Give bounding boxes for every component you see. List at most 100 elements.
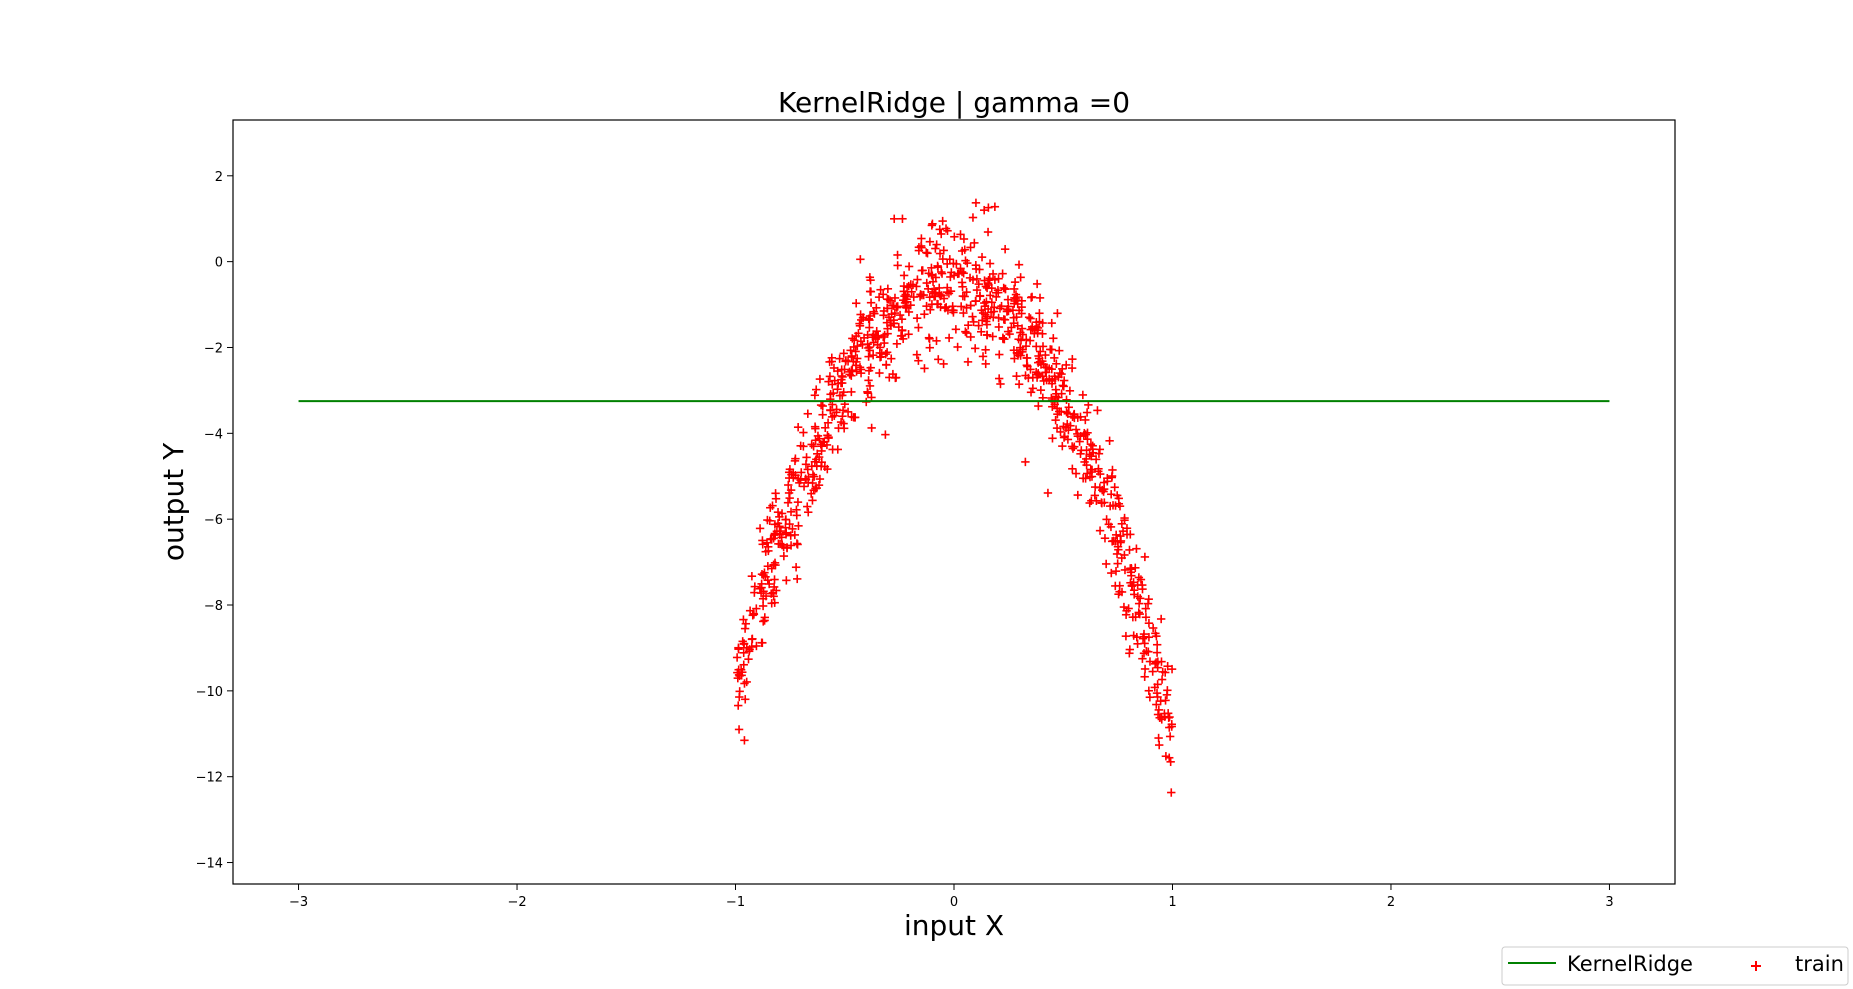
train-point: [890, 214, 899, 224]
train-point: [838, 391, 847, 400]
train-point: [974, 321, 983, 330]
train-point: [956, 230, 965, 239]
train-point: [760, 616, 769, 625]
train-point: [1155, 740, 1164, 750]
train-point: [1145, 657, 1155, 666]
train-point: [840, 365, 849, 374]
train-point: [1087, 465, 1097, 475]
train-point: [838, 378, 847, 388]
train-point: [879, 311, 888, 320]
train-point: [1132, 544, 1141, 553]
x-tick-label: 0: [950, 895, 958, 910]
train-point: [1090, 491, 1100, 500]
train-point: [782, 543, 792, 552]
train-point: [825, 372, 835, 381]
train-point: [985, 259, 995, 268]
train-point: [1144, 618, 1154, 628]
train-point: [1094, 449, 1104, 458]
train-point: [1012, 312, 1021, 322]
train-point: [1161, 752, 1171, 761]
train-point: [953, 269, 962, 279]
train-point: [939, 359, 948, 369]
train-point: [974, 279, 983, 289]
train-point: [1100, 498, 1109, 507]
train-point: [944, 289, 954, 298]
train-point: [981, 345, 990, 355]
train-point: [740, 679, 749, 688]
train-point: [773, 507, 783, 517]
train-point: [803, 502, 812, 511]
train-point: [735, 687, 744, 696]
train-point: [1114, 545, 1123, 554]
train-point: [916, 241, 926, 251]
x-tick-label: 1: [1168, 895, 1176, 910]
train-point: [802, 453, 811, 462]
train-point: [851, 299, 861, 308]
train-point: [816, 400, 826, 410]
train-point: [826, 390, 835, 399]
train-point: [883, 284, 893, 293]
train-point: [941, 303, 951, 312]
train-point: [990, 303, 999, 312]
y-tick-label: −12: [196, 771, 223, 786]
train-point: [759, 617, 768, 626]
train-point: [1138, 634, 1148, 643]
train-point: [935, 289, 944, 299]
train-point: [904, 330, 913, 339]
train-point: [771, 494, 781, 503]
train-point: [1152, 700, 1161, 709]
train-point: [923, 284, 933, 294]
train-point: [881, 349, 890, 359]
train-point: [859, 313, 868, 322]
train-point: [1129, 585, 1139, 595]
train-point: [960, 292, 969, 301]
train-point: [1125, 545, 1134, 555]
train-point: [749, 609, 758, 618]
train-point: [846, 346, 855, 355]
train-point: [788, 524, 797, 534]
train-point: [1111, 530, 1121, 540]
train-point: [1093, 406, 1102, 415]
train-point: [1017, 302, 1026, 312]
train-point: [1085, 472, 1095, 482]
train-point: [1050, 372, 1059, 381]
train-point: [752, 641, 761, 651]
train-point: [1134, 599, 1144, 608]
train-point: [931, 244, 940, 253]
train-point: [777, 509, 787, 518]
train-point: [1018, 330, 1027, 339]
train-point: [810, 422, 820, 431]
x-tick-label: −3: [289, 895, 308, 910]
train-point: [1120, 550, 1129, 560]
train-point: [880, 330, 889, 340]
y-tick-label: −2: [204, 341, 223, 356]
y-tick-label: −4: [204, 427, 223, 442]
train-point: [869, 338, 878, 347]
train-point: [854, 329, 863, 338]
train-point: [1009, 318, 1018, 328]
train-point: [804, 508, 813, 517]
train-point: [983, 227, 993, 237]
train-point: [808, 470, 818, 479]
train-point: [981, 359, 990, 369]
train-point: [757, 638, 766, 647]
train-point: [953, 342, 962, 352]
train-point: [864, 343, 873, 353]
train-point: [1144, 686, 1154, 695]
train-point: [1098, 485, 1107, 495]
train-point: [1100, 534, 1110, 543]
train-point: [1041, 368, 1051, 377]
train-point: [1075, 437, 1084, 446]
train-point: [1055, 368, 1065, 378]
train-point: [777, 540, 787, 549]
train-point: [914, 323, 923, 332]
train-point: [1161, 696, 1170, 705]
train-point: [882, 360, 891, 370]
train-point: [977, 316, 987, 325]
train-point: [968, 213, 978, 222]
train-point: [1015, 343, 1025, 352]
train-point: [784, 480, 793, 490]
train-point: [1151, 658, 1161, 667]
train-point: [1052, 423, 1062, 433]
train-point: [999, 283, 1008, 293]
